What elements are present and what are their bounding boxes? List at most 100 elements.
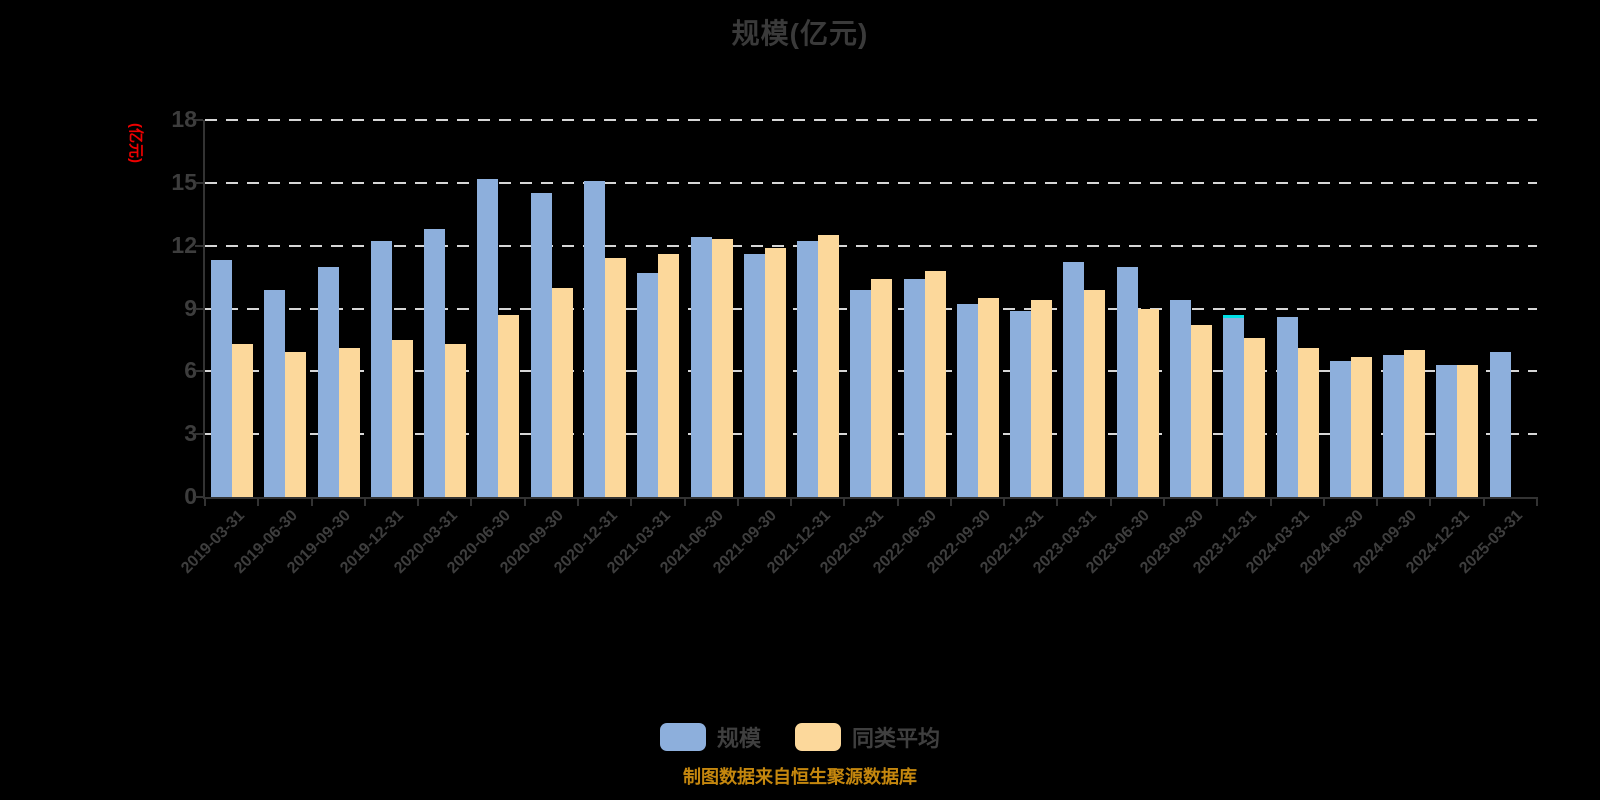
- bar-scale[interactable]: [370, 241, 392, 497]
- x-axis-tick-19: [1216, 497, 1219, 506]
- y-axis-tick-label-15: 15: [171, 168, 197, 195]
- bar-scale[interactable]: [637, 272, 659, 497]
- bar-peer-average[interactable]: [1191, 325, 1213, 497]
- x-axis-tick-14: [949, 497, 952, 506]
- bar-scale[interactable]: [477, 178, 499, 497]
- x-axis-tick-7: [576, 497, 579, 506]
- y-axis-tick-label-0: 0: [184, 483, 197, 509]
- x-axis-tick-25: [1536, 497, 1538, 506]
- bar-peer-average[interactable]: [1031, 300, 1053, 497]
- legend: 规模 同类平均: [0, 722, 1600, 752]
- bar-scale[interactable]: [264, 289, 286, 497]
- bar-peer-average[interactable]: [658, 254, 680, 497]
- x-axis-tick-8: [630, 497, 633, 506]
- bar-peer-average[interactable]: [1404, 350, 1426, 497]
- bar-scale[interactable]: [690, 237, 712, 497]
- bar-scale[interactable]: [1383, 354, 1405, 497]
- bar-peer-average[interactable]: [764, 247, 786, 497]
- bar-scale[interactable]: [743, 254, 765, 497]
- legend-swatch-scale: [659, 723, 706, 751]
- bar-scale-highlighted[interactable]: [1223, 314, 1245, 497]
- x-axis-tick-20: [1269, 497, 1272, 506]
- bar-peer-average[interactable]: [1457, 365, 1479, 497]
- x-axis-tick-1: [257, 497, 260, 506]
- bar-scale[interactable]: [424, 228, 446, 497]
- y-axis-tick-label-3: 3: [184, 420, 197, 447]
- x-axis-tick-9: [683, 497, 686, 506]
- bar-peer-average[interactable]: [871, 279, 893, 497]
- bar-peer-average[interactable]: [604, 258, 626, 497]
- bar-scale[interactable]: [1063, 262, 1085, 497]
- legend-label-peer-average: 同类平均: [852, 726, 941, 751]
- x-axis-tick-18: [1163, 497, 1166, 506]
- bar-scale[interactable]: [850, 289, 872, 497]
- bar-scale[interactable]: [1010, 310, 1032, 497]
- bar-scale[interactable]: [583, 180, 605, 497]
- y-axis-tick-label-18: 18: [171, 106, 197, 132]
- y-axis-tick-label-6: 6: [184, 357, 197, 384]
- x-axis-tick-4: [417, 497, 420, 506]
- bar-peer-average[interactable]: [818, 235, 840, 497]
- bar-peer-average[interactable]: [977, 298, 999, 497]
- x-axis-tick-10: [736, 497, 739, 506]
- x-axis-tick-16: [1056, 497, 1059, 506]
- x-axis-tick-6: [523, 497, 526, 506]
- bar-scale[interactable]: [903, 279, 925, 497]
- bar-peer-average[interactable]: [338, 348, 360, 497]
- legend-item-peer-average[interactable]: 同类平均: [795, 721, 940, 753]
- x-axis-tick-12: [843, 497, 846, 506]
- x-axis-tick-22: [1376, 497, 1379, 506]
- x-axis-tick-3: [363, 497, 366, 506]
- y-axis-tick-12: [195, 244, 203, 247]
- bar-peer-average[interactable]: [391, 339, 413, 497]
- x-axis-tick-0: [204, 497, 206, 506]
- x-axis-line: [203, 497, 1537, 499]
- legend-label-scale: 规模: [716, 726, 761, 751]
- bar-scale[interactable]: [1170, 300, 1192, 497]
- x-axis-tick-11: [790, 497, 793, 506]
- bar-scale[interactable]: [1489, 352, 1511, 497]
- x-axis-tick-5: [470, 497, 473, 506]
- y-axis-tick-15: [195, 181, 203, 184]
- y-axis-line: [203, 120, 205, 499]
- x-axis-tick-15: [1003, 497, 1006, 506]
- bar-peer-average[interactable]: [1244, 337, 1266, 497]
- x-axis-tick-13: [896, 497, 899, 506]
- y-axis-tick-label-9: 9: [184, 294, 197, 321]
- bar-scale[interactable]: [317, 266, 339, 497]
- bar-peer-average[interactable]: [1084, 289, 1106, 497]
- bar-peer-average[interactable]: [1350, 356, 1372, 497]
- gridline-18: [205, 119, 1537, 121]
- bar-peer-average[interactable]: [1137, 308, 1159, 497]
- bar-peer-average[interactable]: [445, 344, 467, 497]
- x-axis-tick-24: [1482, 497, 1485, 506]
- y-axis-tick-6: [195, 370, 203, 373]
- chart-title: 规模(亿元): [731, 18, 869, 49]
- bar-peer-average[interactable]: [1297, 348, 1319, 497]
- x-axis-tick-21: [1322, 497, 1325, 506]
- bar-scale[interactable]: [956, 304, 978, 497]
- y-axis-tick-18: [195, 119, 203, 121]
- y-axis-tick-9: [195, 307, 203, 310]
- bar-scale[interactable]: [1276, 316, 1298, 497]
- bar-scale[interactable]: [1329, 360, 1351, 497]
- y-axis-tick-3: [195, 433, 203, 436]
- bar-peer-average[interactable]: [711, 239, 733, 497]
- bar-scale[interactable]: [1436, 365, 1458, 497]
- bar-peer-average[interactable]: [498, 314, 520, 497]
- x-axis-tick-17: [1109, 497, 1112, 506]
- bar-peer-average[interactable]: [551, 287, 573, 497]
- bar-peer-average[interactable]: [924, 270, 946, 497]
- bar-scale[interactable]: [1116, 266, 1138, 497]
- bar-scale[interactable]: [211, 260, 232, 497]
- legend-item-scale[interactable]: 规模: [659, 721, 761, 753]
- bar-peer-average[interactable]: [232, 344, 253, 497]
- bar-scale[interactable]: [530, 193, 552, 497]
- y-axis-tick-0: [195, 496, 203, 498]
- gridline-15: [205, 181, 1537, 184]
- bar-scale[interactable]: [797, 241, 819, 497]
- bar-peer-average[interactable]: [285, 352, 307, 497]
- gridline-12: [205, 244, 1537, 247]
